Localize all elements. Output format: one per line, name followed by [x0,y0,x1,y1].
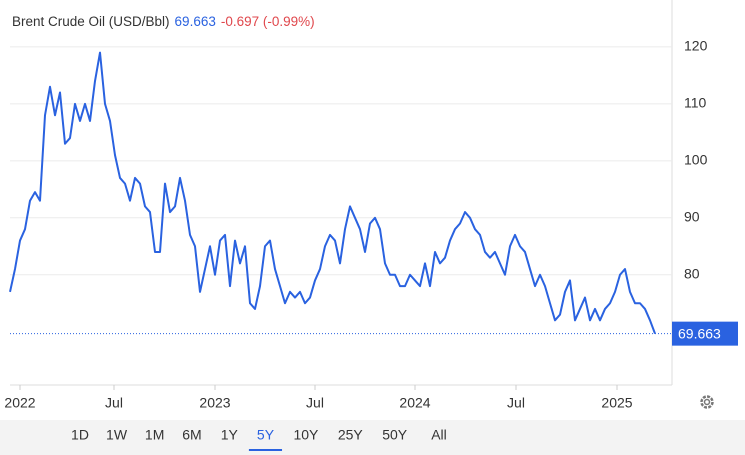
y-tick-label: 90 [684,208,700,224]
range-button[interactable]: 1Y [221,427,239,443]
range-button-label: 1D [71,427,89,443]
range-button[interactable]: 1D [71,427,89,443]
range-button[interactable]: 1M [145,427,164,443]
x-tick-label: 2022 [4,395,35,411]
y-tick-label: 80 [684,265,700,281]
range-button-label: 5Y [257,427,275,443]
change: -0.697 (-0.99%) [221,14,315,29]
y-tick-label: 100 [684,152,708,168]
x-tick-label: 2023 [199,395,230,411]
range-button[interactable]: 50Y [382,427,408,443]
x-tick-label: 2024 [399,395,430,411]
x-tick-label: Jul [306,395,324,411]
price-line [9,51,656,334]
range-button-label: All [431,427,447,443]
range-button-label: 10Y [293,427,319,443]
range-button-label: 6M [182,427,201,443]
range-bar [0,420,745,455]
range-button[interactable]: All [431,427,447,443]
range-button[interactable]: 5Y [248,427,283,451]
range-button[interactable]: 6M [182,427,201,443]
y-tick-label: 120 [684,38,708,54]
last-price-label: 69.663 [678,325,721,341]
range-button-label: 1W [106,427,128,443]
chart-title: Brent Crude Oil (USD/Bbl) 69.663 -0.697 (-… [12,14,315,29]
range-button[interactable]: 1W [106,427,128,443]
y-tick-label: 110 [684,95,707,111]
gear-hub [703,398,711,406]
range-button-label: 1Y [221,427,239,443]
last-price-box [672,321,738,346]
settings-gear[interactable] [700,395,714,409]
x-tick-label: 2025 [601,395,632,411]
range-button-label: 25Y [338,427,364,443]
price: 69.663 [175,14,216,29]
range-button[interactable]: 10Y [293,427,319,443]
range-button-label: 50Y [382,427,408,443]
title: Brent Crude Oil (USD/Bbl) [12,14,170,29]
gear-teeth [700,395,714,409]
x-tick-label: Jul [507,395,525,411]
range-button-label: 1M [145,427,164,443]
range-button[interactable]: 25Y [338,427,364,443]
x-tick-label: Jul [105,395,123,411]
